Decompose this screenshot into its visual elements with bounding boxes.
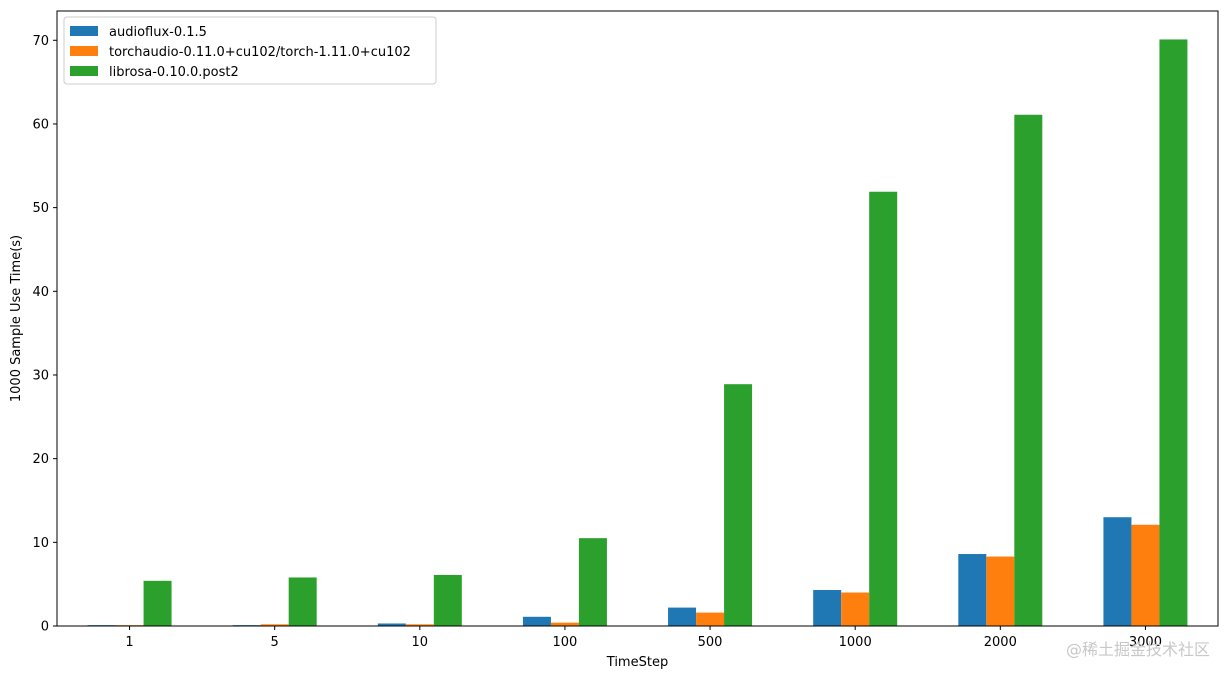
bar-10-series-2 — [433, 574, 462, 626]
bar-100-series-1 — [550, 622, 579, 626]
x-tick-label: 2000 — [984, 635, 1017, 650]
bar-3000-series-0 — [1103, 517, 1132, 626]
x-tick-label: 5 — [271, 635, 279, 650]
bar-1-series-2 — [143, 580, 172, 626]
y-axis-ticks: 0 10 20 30 40 50 60 70 — [32, 34, 57, 635]
y-tick-label: 40 — [32, 285, 49, 300]
legend-swatch — [70, 46, 98, 56]
legend-box — [63, 16, 437, 85]
bar-100-series-2 — [578, 538, 607, 626]
plot-frame — [56, 10, 1219, 627]
bar-500-series-1 — [696, 612, 725, 626]
bar-100-series-0 — [522, 616, 551, 626]
x-tick-label: 1 — [125, 635, 133, 650]
y-tick-label: 30 — [32, 368, 49, 383]
legend-entry-label: librosa-0.10.0.post2 — [109, 65, 239, 80]
bar-5-series-2 — [288, 577, 317, 626]
bar-1000-series-1 — [841, 592, 870, 626]
x-axis-label: TimeStep — [606, 655, 668, 670]
bar-3000-series-1 — [1131, 524, 1160, 626]
y-tick-label: 70 — [32, 34, 49, 49]
bar-2000-series-1 — [986, 556, 1015, 626]
y-tick-label: 50 — [32, 201, 49, 216]
watermark-text: @稀土掘金技术社区 — [1066, 640, 1210, 659]
legend-swatch — [70, 26, 98, 36]
legend-entry-label: audioflux-0.1.5 — [109, 25, 207, 40]
y-axis-label: 1000 Sample Use Time(s) — [9, 235, 24, 402]
x-tick-label: 10 — [412, 635, 429, 650]
bar-1000-series-0 — [813, 590, 842, 626]
x-axis-ticks: 1 5 10 100 500 1000 2000 3000 — [125, 626, 1162, 650]
bar-2000-series-2 — [1014, 114, 1043, 627]
legend-swatch — [70, 66, 98, 76]
x-tick-label: 3000 — [1129, 635, 1162, 650]
legend-entry-label: torchaudio-0.11.0+cu102/torch-1.11.0+cu1… — [109, 45, 411, 60]
bars-group — [87, 39, 1188, 627]
bar-500-series-2 — [724, 384, 753, 626]
y-tick-label: 20 — [32, 452, 49, 467]
x-tick-label: 1000 — [839, 635, 872, 650]
x-tick-label: 100 — [553, 635, 578, 650]
bar-3000-series-2 — [1159, 39, 1188, 627]
bar-500-series-0 — [668, 607, 697, 626]
bar-2000-series-0 — [958, 554, 987, 626]
bar-1000-series-2 — [869, 191, 898, 627]
bar-10-series-0 — [377, 623, 406, 626]
bar-10-series-1 — [405, 624, 434, 626]
legend: audioflux-0.1.5 torchaudio-0.11.0+cu102/t… — [63, 16, 437, 85]
y-tick-label: 0 — [41, 620, 49, 635]
y-tick-label: 10 — [32, 536, 49, 551]
bar-5-series-1 — [260, 624, 289, 626]
y-tick-label: 60 — [32, 117, 49, 132]
x-tick-label: 500 — [698, 635, 723, 650]
